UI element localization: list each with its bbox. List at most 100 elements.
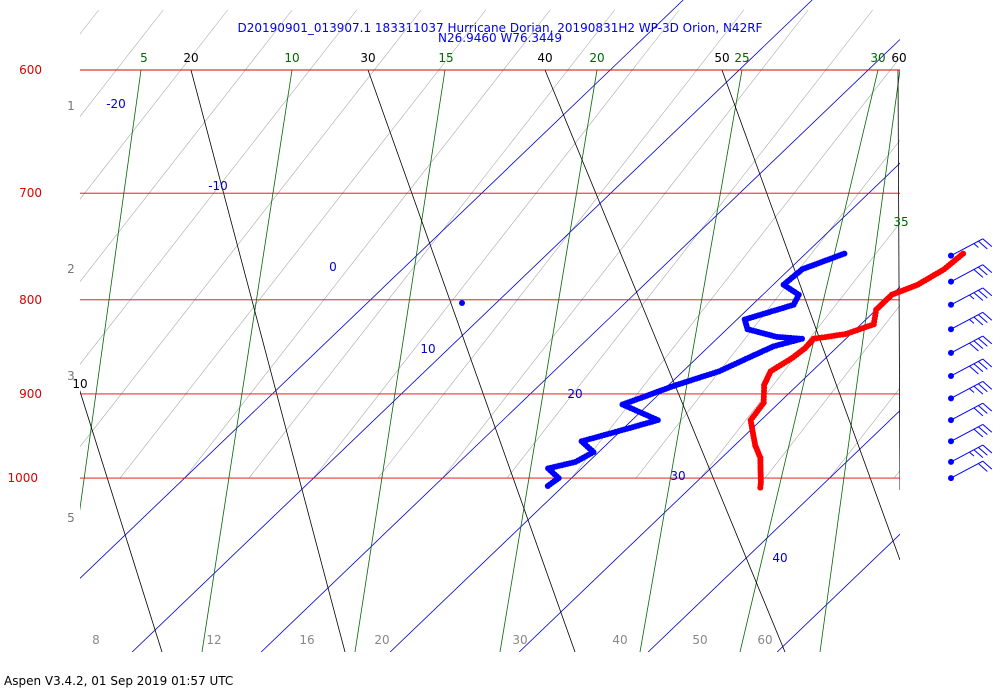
isotherm-label: 30: [670, 469, 685, 483]
adiabat-line: [80, 390, 163, 652]
pressure-tick-label: 800: [19, 293, 42, 307]
isotherm-line: [389, 162, 900, 652]
wind-barb: [948, 287, 993, 308]
mixing-ratio-label: 20: [589, 51, 604, 65]
adiabat-label: 30: [360, 51, 375, 65]
wind-barb-staff: [950, 335, 984, 354]
wind-barb-staff: [950, 311, 984, 330]
wind-barb-flag: [982, 311, 993, 321]
isotherm-label: -20: [106, 97, 126, 111]
pressure-tick-label: 1000: [7, 471, 38, 485]
adiabat-label: 50: [714, 51, 729, 65]
chart-title: D20190901_013907.1 183311037 Hurricane D…: [237, 21, 763, 35]
wind-barb-flag: [973, 340, 984, 350]
background-line: [80, 9, 422, 448]
background-line: [119, 9, 486, 479]
wind-barb-flag: [969, 319, 975, 324]
background-line: [80, 9, 357, 365]
wind-barb-flag: [969, 342, 979, 352]
wind-barb-staff: [950, 423, 984, 442]
wind-barb-flag: [978, 314, 988, 323]
mixing-ratio-label: 25: [734, 51, 749, 65]
wind-barb-flag: [973, 363, 984, 373]
background-line: [959, 10, 1000, 478]
wind-barb-staff: [950, 264, 984, 283]
adiabat-line: [544, 69, 786, 652]
background-line: [635, 139, 900, 479]
wind-barb-flag: [982, 460, 993, 470]
bottom-tick-label: 16: [299, 633, 314, 647]
dewpoint-point: [459, 300, 465, 306]
background-line: [80, 9, 164, 117]
adiabat-line: [897, 69, 900, 491]
wind-barb-staff: [950, 402, 984, 421]
isotherm-label: -10: [208, 179, 228, 193]
mixing-ratio-line: [819, 69, 900, 652]
adiabat-line: [367, 69, 576, 652]
mixing-ratio-label: 5: [140, 51, 148, 65]
wind-barb: [948, 402, 993, 424]
wind-barb-flag: [969, 451, 975, 457]
bottom-tick-label: 30: [512, 633, 527, 647]
background-line: [700, 222, 900, 479]
background-line: [80, 9, 293, 283]
isotherm-label: 20: [567, 387, 582, 401]
height-tick-label: 3: [67, 369, 75, 383]
wind-barb: [948, 335, 993, 356]
wind-barb-flag: [973, 385, 984, 395]
bottom-tick-label: 40: [612, 633, 627, 647]
wind-barb-flag: [973, 407, 984, 417]
isotherm-line: [260, 38, 900, 652]
wind-barb-flag: [978, 361, 988, 370]
pressure-tick-label: 600: [19, 63, 42, 77]
dewpoint-point: [544, 483, 551, 489]
isotherm-line: [518, 286, 900, 652]
wind-barb-staff: [950, 358, 984, 377]
bottom-tick-label: 50: [692, 633, 707, 647]
temperature-point: [757, 484, 764, 491]
wind-barb-flag: [982, 287, 993, 297]
wind-barb-flag: [982, 264, 993, 274]
mixing-ratio-label: 30: [870, 51, 885, 65]
wind-barb-staff: [950, 444, 984, 463]
wind-barb-flag: [978, 289, 988, 299]
wind-barb-flag: [978, 383, 988, 393]
wind-barb-flag: [973, 292, 984, 301]
isotherm-line: [776, 533, 900, 652]
wind-barb-staff: [950, 380, 984, 399]
wind-barb-flag: [978, 426, 988, 436]
wind-barb-flag: [982, 402, 993, 412]
wind-barb-staff: [950, 287, 984, 306]
wind-barb: [948, 460, 993, 482]
isotherm-label: 0: [329, 260, 337, 274]
mixing-ratio-label: 35: [893, 215, 908, 229]
height-tick-label: 5: [67, 511, 75, 525]
footer-version: Aspen V3.4.2, 01 Sep 2019 01:57 UTC: [4, 674, 234, 688]
wind-barb-flag: [978, 338, 988, 347]
wind-barb-flag: [973, 316, 984, 326]
wind-barb-flag: [969, 388, 975, 393]
wind-barb-flag: [982, 424, 993, 433]
wind-barb-flag: [978, 240, 988, 250]
mixing-ratio-line: [639, 69, 743, 652]
wind-barb-flag: [978, 447, 988, 456]
background-line: [829, 387, 900, 479]
isotherm-label: 10: [420, 342, 435, 356]
background-line: [80, 9, 228, 200]
mixing-ratio-line: [739, 69, 879, 652]
adiabat-label: 60: [891, 51, 906, 65]
background-line: [313, 9, 680, 479]
height-tick-label: 1: [67, 99, 75, 113]
wind-barb: [948, 238, 993, 259]
wind-barb-flag: [982, 335, 993, 345]
grid-lines: [80, 0, 1000, 652]
height-tick-label: 2: [67, 262, 75, 276]
wind-barb-flag: [973, 428, 984, 438]
bottom-tick-label: 12: [206, 633, 221, 647]
adiabat-label: 40: [537, 51, 552, 65]
isotherm-line: [80, 0, 684, 579]
wind-barb-flag: [982, 358, 993, 368]
bottom-tick-label: 8: [92, 633, 100, 647]
wind-barb: [948, 380, 993, 402]
